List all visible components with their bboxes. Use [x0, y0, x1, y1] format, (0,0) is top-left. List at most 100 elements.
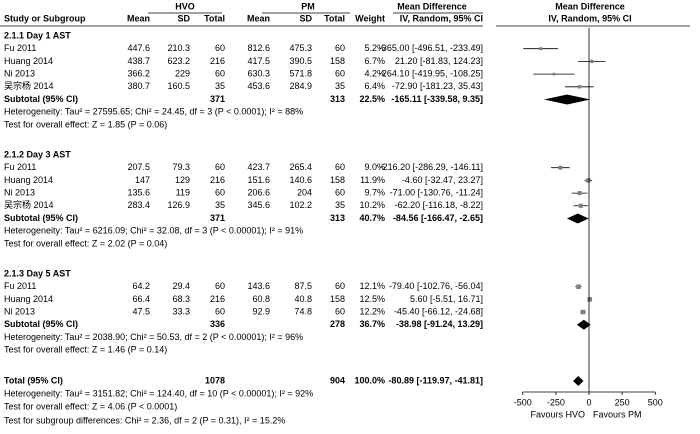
- cell: 126.9: [167, 200, 190, 210]
- row-label: Huang 2014: [4, 175, 53, 185]
- column-header: Total: [204, 13, 225, 23]
- cell: 284.9: [289, 81, 312, 91]
- diamond: [566, 213, 589, 224]
- weight: 10.2%: [359, 200, 385, 210]
- cell: 64.2: [132, 281, 150, 291]
- cell: 447.6: [127, 43, 150, 53]
- effect-square: [552, 72, 556, 76]
- cell: 135.6: [127, 187, 150, 197]
- effect-label: -4.60 [-32.47, 23.27]: [402, 175, 483, 185]
- cell: 60: [335, 68, 345, 78]
- cell: 204: [297, 187, 312, 197]
- overall-test: Test for overall effect: Z = 4.06 (P < 0…: [4, 401, 177, 411]
- cell: 475.3: [289, 43, 312, 53]
- cell: 283.4: [127, 200, 150, 210]
- column-header: Mean: [247, 13, 270, 23]
- cell: 60: [215, 281, 225, 291]
- cell: 40.8: [294, 294, 312, 304]
- row-label: Fu 2011: [4, 43, 36, 53]
- effect-square: [558, 165, 563, 170]
- cell: 60: [215, 187, 225, 197]
- effect-square: [539, 47, 543, 51]
- cell: 158: [330, 56, 345, 66]
- cell: 129: [175, 175, 190, 185]
- cell: 904: [330, 375, 345, 385]
- cell: 60: [215, 162, 225, 172]
- effect-label: -264.10 [-419.95, -108.25]: [379, 68, 483, 78]
- effect-label: -216.20 [-286.29, -146.11]: [380, 162, 483, 172]
- weight: 9.7%: [364, 187, 385, 197]
- cell: 417.5: [247, 56, 270, 66]
- heterogeneity: Heterogeneity: Tau² = 6216.09; Chi² = 32…: [4, 226, 303, 236]
- cell: 29.4: [172, 281, 190, 291]
- diamond: [573, 376, 584, 386]
- weight: 100.0%: [354, 375, 385, 385]
- weight: 5.2%: [364, 43, 385, 53]
- effect-square: [578, 203, 583, 208]
- cell: 66.4: [132, 294, 150, 304]
- cell: 216: [210, 294, 225, 304]
- weight: 6.7%: [364, 56, 385, 66]
- cell: 35: [335, 81, 345, 91]
- column-header: IV, Random, 95% CI: [400, 13, 483, 23]
- favours-right: Favours PM: [593, 409, 642, 419]
- cell: 60: [335, 43, 345, 53]
- weight: 4.2%: [364, 68, 385, 78]
- cell: 206.6: [247, 187, 270, 197]
- cell: 92.9: [252, 306, 270, 316]
- effect-square: [590, 59, 594, 64]
- effect-label: 21.20 [-81.83, 124.23]: [395, 56, 483, 66]
- diamond: [544, 94, 591, 105]
- weight: 12.5%: [359, 294, 385, 304]
- cell: 345.6: [247, 200, 270, 210]
- cell: 216: [210, 56, 225, 66]
- favours-left: Favours HVO: [530, 409, 585, 419]
- column-header: Study or Subgroup: [4, 13, 86, 23]
- cell: 35: [215, 81, 225, 91]
- heterogeneity: Heterogeneity: Tau² = 27595.65; Chi² = 2…: [4, 107, 303, 117]
- cell: 102.2: [289, 200, 312, 210]
- cell: 278: [330, 319, 345, 329]
- row-label: Subtotal (95% CI): [4, 94, 78, 104]
- column-header: SD: [177, 13, 190, 23]
- row-label: Huang 2014: [4, 56, 53, 66]
- row-label: Ni 2013: [4, 187, 35, 197]
- effect-square: [577, 85, 581, 89]
- cell: 147: [135, 175, 150, 185]
- cell: 371: [210, 213, 225, 223]
- weight: 11.9%: [360, 175, 385, 185]
- cell: 160.5: [167, 81, 190, 91]
- cell: 151.6: [247, 175, 270, 185]
- cell: 216: [210, 175, 225, 185]
- effect-label: -80.89 [-119.97, -41.81]: [388, 375, 483, 385]
- row-label: Fu 2011: [4, 281, 36, 291]
- cell: 371: [210, 94, 225, 104]
- row-label: Ni 2013: [4, 306, 35, 316]
- effect-label: -45.40 [-66.12, -24.68]: [394, 306, 483, 316]
- cell: 60: [215, 43, 225, 53]
- effect-square: [587, 297, 593, 302]
- cell: 60: [335, 162, 345, 172]
- cell: 571.8: [289, 68, 312, 78]
- effect-label: -79.40 [-102.76, -56.04]: [389, 281, 483, 291]
- x-tick-label: -500: [514, 397, 532, 407]
- cell: 380.7: [127, 81, 150, 91]
- effect-label: -84.56 [-166.47, -2.65]: [393, 213, 483, 223]
- cell: 140.6: [289, 175, 312, 185]
- cell: 47.5: [132, 306, 150, 316]
- effect-label: -365.00 [-496.51, -233.49]: [379, 43, 483, 53]
- cell: 1078: [205, 375, 225, 385]
- cell: 630.3: [247, 68, 270, 78]
- effect-square: [586, 178, 591, 183]
- cell: 60: [215, 306, 225, 316]
- cell: 265.4: [289, 162, 312, 172]
- row-label: Huang 2014: [4, 294, 53, 304]
- heterogeneity: Heterogeneity: Tau² = 3151.82; Chi² = 12…: [4, 388, 313, 398]
- column-header: SD: [299, 13, 312, 23]
- effect-header: Mean Difference: [397, 1, 467, 11]
- cell: 35: [215, 200, 225, 210]
- weight: 12.1%: [359, 281, 385, 291]
- cell: 143.6: [247, 281, 270, 291]
- plot-header: Mean Difference: [555, 1, 625, 11]
- overall-test: Test for overall effect: Z = 1.46 (P = 0…: [4, 345, 167, 355]
